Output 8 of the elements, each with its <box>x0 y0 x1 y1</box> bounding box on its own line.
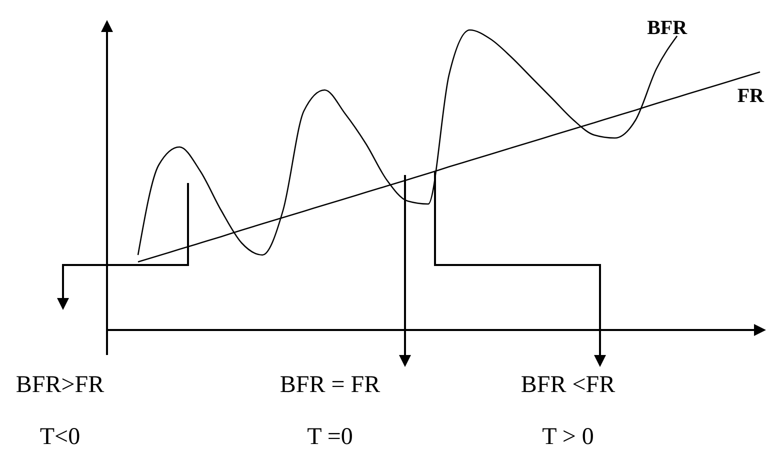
text: BFR>FR <box>16 372 104 398</box>
text: BFR <FR <box>520 372 616 398</box>
text: T > 0 <box>542 424 594 450</box>
text: BFR = FR <box>280 372 380 398</box>
series-label: BFR <box>647 17 688 39</box>
series-label: FR <box>737 85 765 107</box>
text: T =0 <box>307 424 353 450</box>
text: T<0 <box>40 424 80 450</box>
